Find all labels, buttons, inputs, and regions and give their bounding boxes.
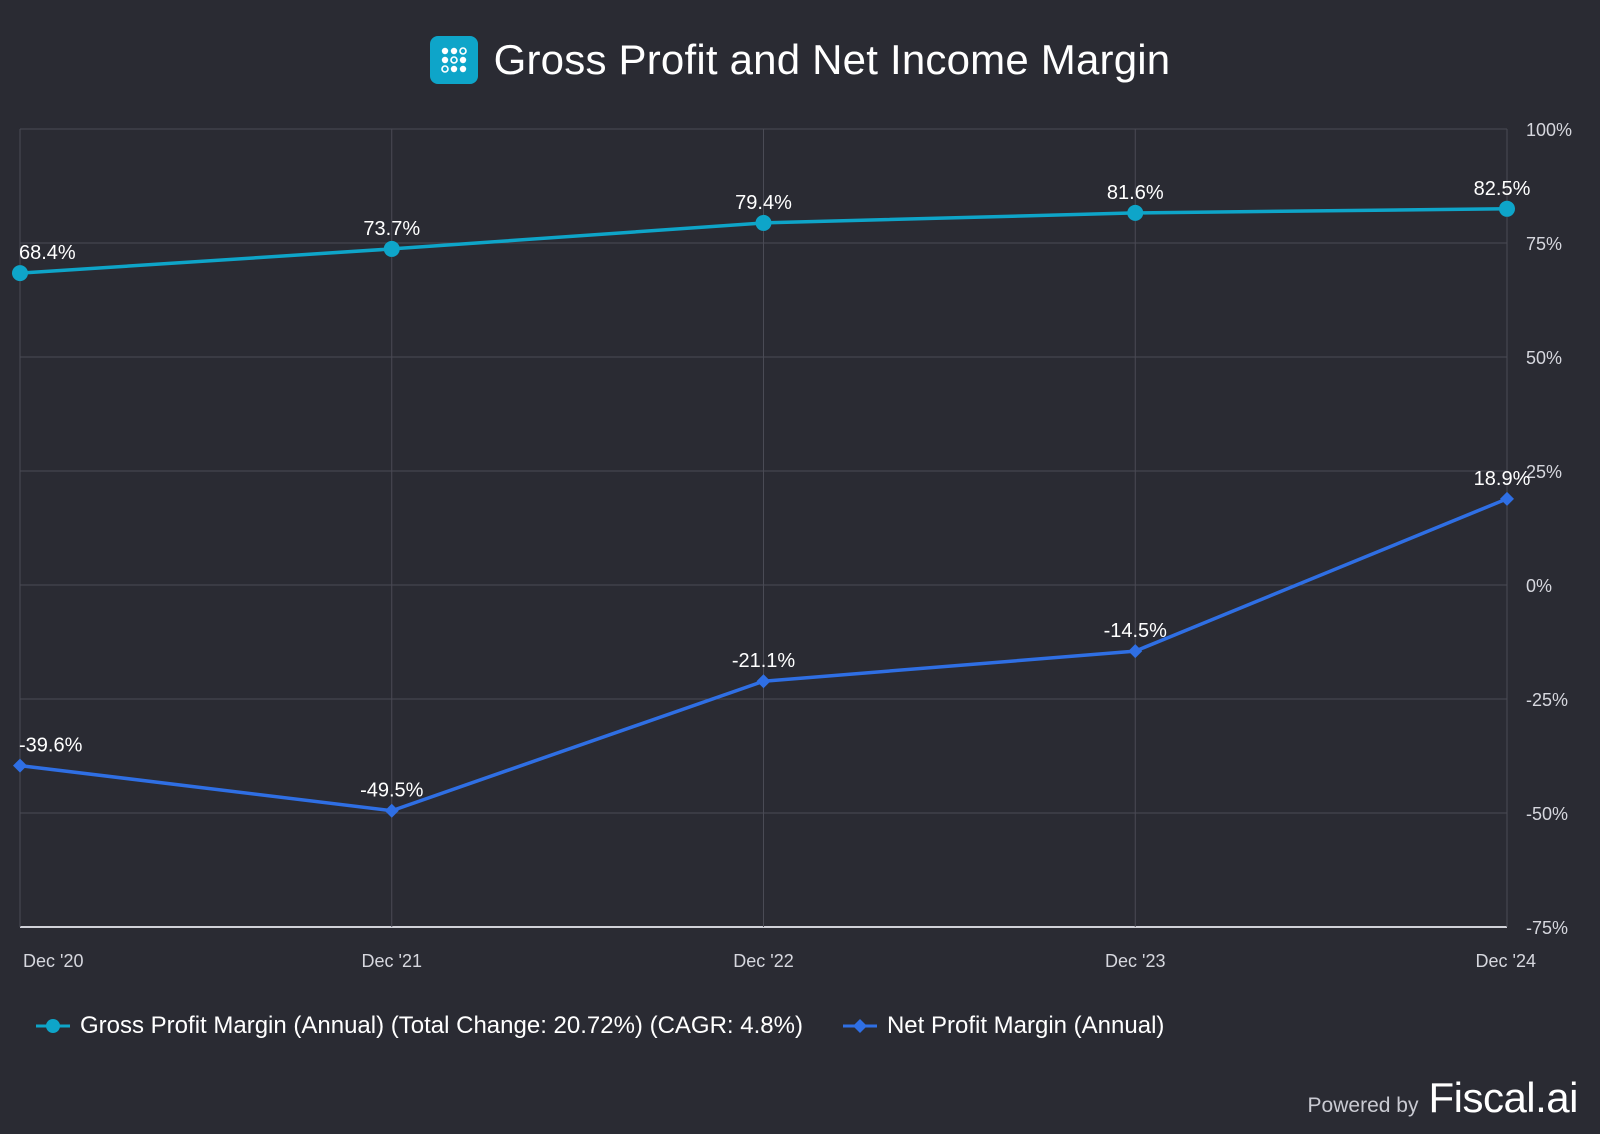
data-label: -21.1% bbox=[732, 650, 796, 672]
grid-dots-icon bbox=[429, 36, 478, 84]
y-tick-label: -50% bbox=[1526, 804, 1568, 824]
x-tick-label: Dec '20 bbox=[23, 951, 83, 971]
data-label: -14.5% bbox=[1104, 620, 1168, 642]
diamond-marker-icon bbox=[842, 1019, 877, 1033]
brand-logo[interactable]: Fiscal.ai bbox=[1428, 1074, 1578, 1121]
footer-branding: Powered by Fiscal.ai bbox=[1307, 1074, 1579, 1122]
data-point bbox=[1127, 204, 1144, 221]
legend-item-net-profit-margin[interactable]: Net Profit Margin (Annual) bbox=[842, 1012, 1165, 1040]
data-point bbox=[384, 803, 399, 818]
data-label: -49.5% bbox=[360, 780, 424, 802]
powered-by-text: Powered by bbox=[1307, 1094, 1419, 1117]
y-tick-label: 50% bbox=[1526, 348, 1562, 368]
data-point bbox=[1128, 644, 1143, 659]
x-tick-label: Dec '21 bbox=[362, 951, 422, 971]
chart-title: Gross Profit and Net Income Margin bbox=[493, 36, 1171, 83]
legend-label: Gross Profit Margin (Annual) (Total Chan… bbox=[80, 1012, 803, 1039]
data-label: 79.4% bbox=[735, 192, 792, 214]
y-tick-label: 75% bbox=[1526, 234, 1562, 254]
legend-item-gross-profit-margin[interactable]: Gross Profit Margin (Annual) (Total Chan… bbox=[36, 1012, 803, 1040]
y-tick-label: 25% bbox=[1526, 462, 1562, 482]
data-label: 68.4% bbox=[19, 242, 76, 264]
data-point bbox=[1500, 491, 1514, 506]
x-tick-label: Dec '22 bbox=[733, 951, 793, 971]
data-label: 82.5% bbox=[1474, 178, 1531, 200]
y-tick-label: 100% bbox=[1526, 120, 1572, 140]
data-point bbox=[12, 265, 28, 282]
data-point bbox=[13, 758, 27, 773]
y-tick-label: 0% bbox=[1526, 576, 1552, 596]
data-point bbox=[383, 240, 400, 257]
data-label: -39.6% bbox=[19, 735, 83, 757]
data-point bbox=[1499, 200, 1515, 217]
data-point bbox=[756, 674, 771, 689]
data-label: 18.9% bbox=[1474, 468, 1531, 490]
legend-label: Net Profit Margin (Annual) bbox=[886, 1012, 1165, 1039]
x-tick-label: Dec '24 bbox=[1476, 951, 1536, 971]
data-label: 81.6% bbox=[1107, 182, 1164, 204]
data-label: 73.7% bbox=[363, 218, 420, 240]
data-point bbox=[755, 214, 772, 231]
y-tick-label: -25% bbox=[1526, 690, 1568, 710]
circle-marker-icon bbox=[36, 1019, 70, 1033]
x-tick-label: Dec '23 bbox=[1105, 951, 1165, 971]
y-tick-label: -75% bbox=[1526, 918, 1568, 938]
chart-header: Gross Profit and Net Income Margin bbox=[0, 30, 1600, 90]
chart-legend: Gross Profit Margin (Annual) (Total Chan… bbox=[36, 1006, 1204, 1046]
